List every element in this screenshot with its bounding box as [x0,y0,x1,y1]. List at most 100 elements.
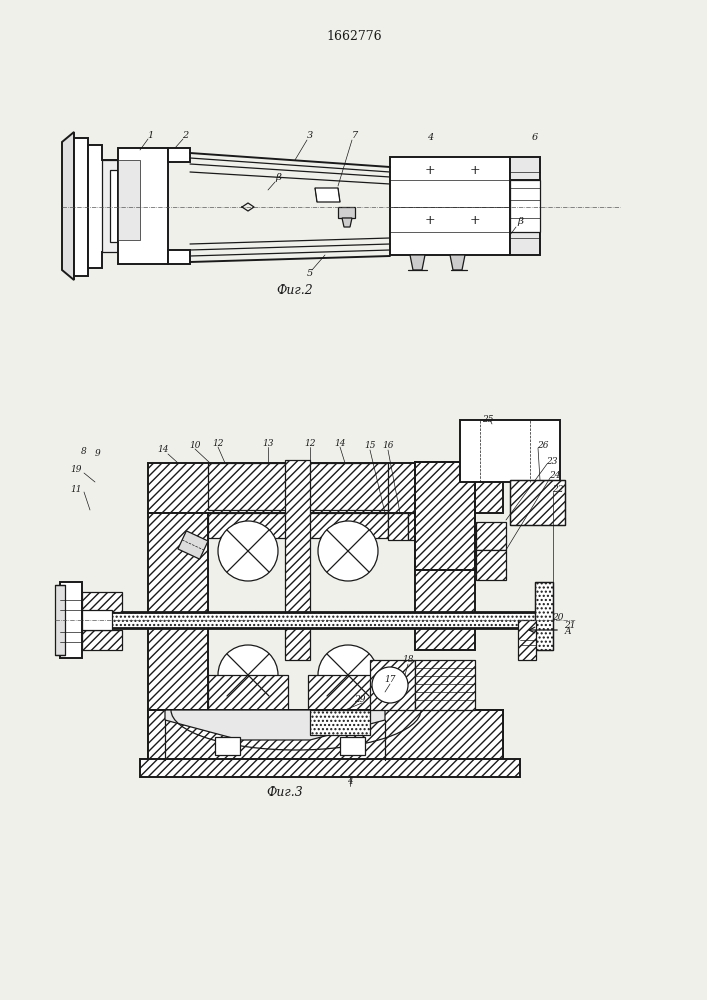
Bar [388,513,408,540]
Bar [140,759,520,777]
Circle shape [218,645,278,705]
Bar [82,630,122,650]
Bar [370,660,415,710]
Polygon shape [510,180,540,232]
Bar [535,582,553,650]
Bar [476,522,506,550]
Polygon shape [338,207,355,218]
Text: +: + [469,214,480,227]
Bar [82,610,112,630]
Text: 6: 6 [532,133,538,142]
Text: 4: 4 [347,778,353,786]
Bar [148,513,208,710]
Bar [510,480,565,525]
Bar [408,513,428,540]
Text: 26: 26 [537,440,549,450]
Text: 14: 14 [157,446,169,454]
Text: 15: 15 [364,442,375,450]
Text: 12: 12 [212,438,223,448]
Bar [215,737,240,755]
Bar [308,675,388,710]
Bar [55,585,65,655]
Polygon shape [538,628,548,632]
Polygon shape [102,160,118,252]
Bar [415,462,475,570]
Text: 29: 29 [354,696,366,704]
Text: 7: 7 [352,131,358,140]
Bar [148,710,503,760]
Bar [460,420,560,482]
Bar [340,737,365,755]
Text: 4: 4 [427,133,433,142]
Circle shape [372,667,408,703]
Bar [308,463,388,510]
Polygon shape [538,603,548,607]
Text: 5: 5 [307,269,313,278]
Bar [208,463,288,510]
Bar [476,550,506,580]
Polygon shape [168,250,190,264]
Polygon shape [62,132,74,280]
Text: 1: 1 [147,131,153,140]
Polygon shape [118,148,168,264]
Polygon shape [450,255,465,270]
Bar [60,612,540,628]
Polygon shape [538,618,548,622]
Text: 9: 9 [95,450,101,458]
Text: 20: 20 [552,613,563,622]
Bar [310,710,370,735]
Bar [308,513,388,538]
Text: β: β [275,174,281,182]
Polygon shape [538,608,548,612]
Circle shape [218,521,278,581]
Bar [518,620,536,660]
Polygon shape [118,160,140,240]
Polygon shape [88,145,118,268]
Text: 1662776: 1662776 [326,30,382,43]
Text: 16: 16 [382,442,394,450]
Text: A: A [565,628,571,637]
Bar [415,462,475,570]
Text: 18: 18 [402,656,414,664]
Text: 25: 25 [482,416,493,424]
Polygon shape [168,148,190,162]
Polygon shape [410,255,425,270]
Text: 24: 24 [549,471,561,480]
Polygon shape [510,232,540,255]
Text: 12: 12 [304,438,316,448]
Bar [148,463,503,513]
Text: 8: 8 [81,448,87,456]
Polygon shape [390,157,510,255]
Bar [60,582,82,658]
Text: 13: 13 [262,438,274,448]
Text: Фиг.2: Фиг.2 [276,284,313,296]
Text: 17: 17 [384,676,396,684]
Polygon shape [315,188,340,202]
Text: β: β [517,218,523,227]
Polygon shape [342,218,352,227]
Polygon shape [538,633,548,637]
Text: 10: 10 [189,440,201,450]
Bar [60,612,540,628]
Polygon shape [178,531,208,559]
Bar [82,592,122,612]
Bar [208,513,288,538]
Text: +: + [425,214,436,227]
Bar [415,510,475,650]
Text: 22: 22 [552,486,563,494]
Bar [535,582,553,650]
Text: +: + [425,163,436,176]
Polygon shape [74,138,88,276]
Text: +: + [469,163,480,176]
Bar [510,480,565,525]
Bar [208,675,288,710]
Polygon shape [148,710,503,740]
Text: 19: 19 [70,466,82,475]
Bar [148,710,503,760]
Text: 11: 11 [70,486,82,494]
Circle shape [318,645,378,705]
Polygon shape [538,613,548,617]
Bar [415,660,475,710]
Text: Фиг.3: Фиг.3 [267,786,303,798]
Text: 3: 3 [307,131,313,140]
